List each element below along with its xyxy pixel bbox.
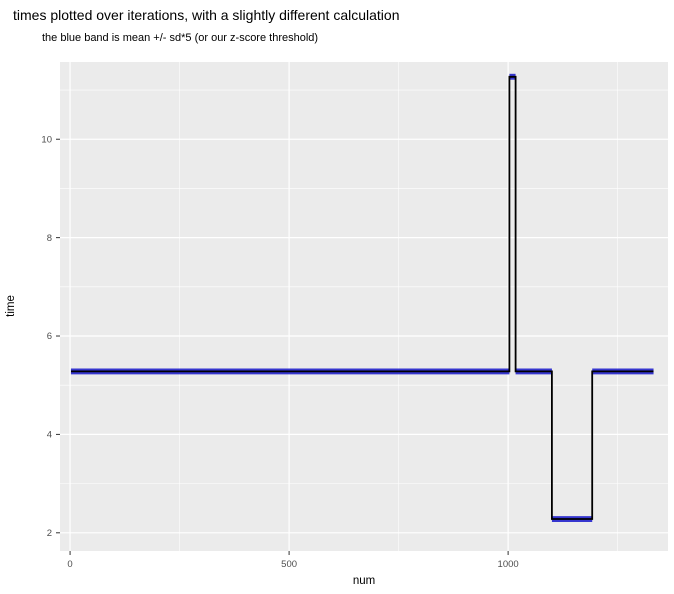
x-axis-label: num (353, 575, 375, 587)
x-tick-label: 1000 (498, 559, 519, 570)
x-tick-labels: 0 500 1000 (67, 559, 518, 570)
y-tick-label: 10 (41, 134, 52, 145)
minor-gridlines (60, 62, 668, 551)
y-axis-label: time (5, 295, 17, 317)
chart-subtitle: the blue band is mean +/- sd*5 (or our z… (42, 32, 318, 44)
chart-title: times plotted over iterations, with a sl… (13, 7, 400, 23)
y-tick-label: 8 (47, 233, 52, 244)
y-tick-labels: 2 4 6 8 10 (41, 134, 52, 539)
data-line (71, 75, 654, 520)
y-tick-label: 6 (47, 331, 52, 342)
axis-tick-marks (56, 138, 509, 555)
y-tick-label: 4 (47, 430, 52, 441)
x-tick-label: 0 (67, 559, 72, 570)
major-gridlines (60, 62, 668, 551)
y-tick-label: 2 (47, 528, 52, 539)
plot-panel (60, 62, 668, 551)
x-tick-label: 500 (281, 559, 297, 570)
